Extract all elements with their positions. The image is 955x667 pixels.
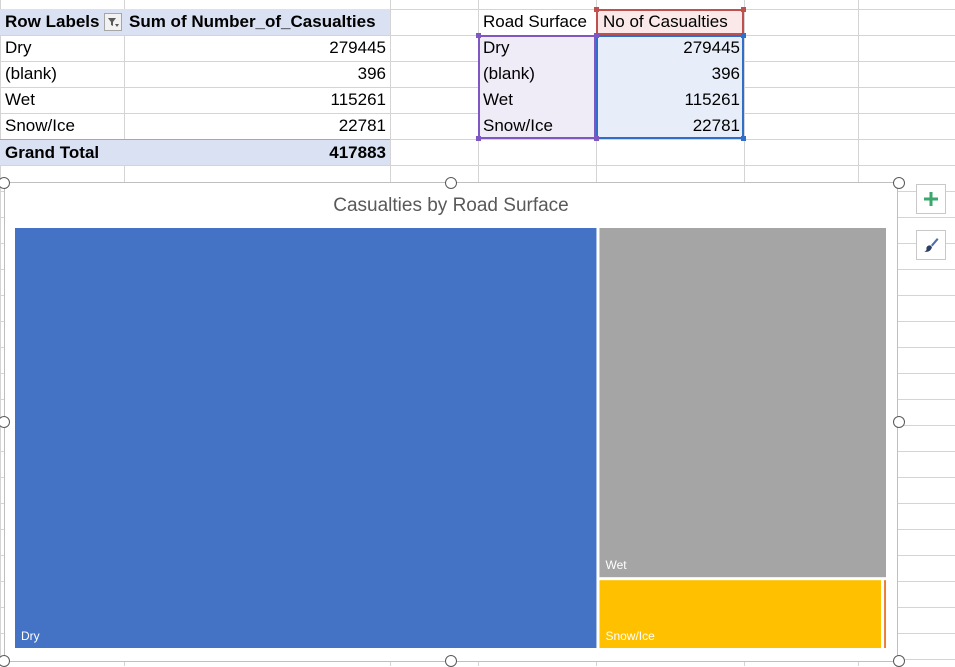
pivot-header-sum[interactable]: Sum of Number_of_Casualties bbox=[124, 9, 390, 35]
pivot-row-value[interactable]: 115261 bbox=[330, 90, 386, 109]
range-handle[interactable] bbox=[741, 33, 746, 38]
pivot-header-row-labels[interactable]: Row Labels bbox=[0, 9, 124, 35]
treemap-tile-snow-ice[interactable] bbox=[599, 580, 882, 648]
filter-dropdown-icon[interactable] bbox=[104, 13, 122, 31]
resize-handle[interactable] bbox=[0, 416, 10, 428]
treemap-label-snow-ice: Snow/Ice bbox=[605, 629, 655, 643]
source-row-label[interactable]: Wet bbox=[483, 90, 513, 109]
treemap-label-wet: Wet bbox=[605, 558, 627, 572]
range-handle[interactable] bbox=[476, 33, 481, 38]
treemap-chart[interactable]: Casualties by Road Surface Dry Wet Snow/Ic… bbox=[4, 182, 898, 662]
resize-handle[interactable] bbox=[445, 655, 457, 667]
source-row-label[interactable]: (blank) bbox=[483, 64, 535, 83]
treemap-plot-area[interactable]: Dry Wet Snow/Ice bbox=[5, 183, 899, 663]
treemap-label-dry: Dry bbox=[21, 629, 40, 643]
pivot-row-label[interactable]: Wet bbox=[5, 90, 35, 109]
resize-handle[interactable] bbox=[893, 177, 905, 189]
pivot-header-row-labels-text: Row Labels bbox=[5, 12, 100, 31]
source-row-label[interactable]: Snow/Ice bbox=[483, 116, 553, 135]
resize-handle[interactable] bbox=[0, 177, 10, 189]
range-handle[interactable] bbox=[594, 33, 599, 38]
range-highlight-labels bbox=[478, 35, 596, 139]
resize-handle[interactable] bbox=[893, 416, 905, 428]
pivot-row-value[interactable]: 279445 bbox=[329, 38, 386, 57]
pivot-row-value[interactable]: 396 bbox=[357, 64, 386, 83]
treemap-tile-blank[interactable] bbox=[884, 580, 886, 648]
range-handle[interactable] bbox=[594, 136, 599, 141]
paintbrush-icon bbox=[924, 238, 939, 252]
pivot-row-value[interactable]: 22781 bbox=[338, 116, 386, 135]
resize-handle[interactable] bbox=[893, 655, 905, 667]
source-row-value[interactable]: 279445 bbox=[683, 38, 740, 57]
range-handle[interactable] bbox=[741, 7, 746, 12]
treemap-tile-wet[interactable] bbox=[599, 228, 886, 578]
range-handle[interactable] bbox=[476, 136, 481, 141]
resize-handle[interactable] bbox=[445, 177, 457, 189]
pivot-row-label[interactable]: (blank) bbox=[5, 64, 57, 83]
plus-icon bbox=[924, 192, 938, 206]
range-handle[interactable] bbox=[741, 136, 746, 141]
chart-elements-button[interactable] bbox=[916, 184, 946, 214]
pivot-grand-total-value[interactable]: 417883 bbox=[124, 139, 390, 165]
treemap-tile-dry[interactable] bbox=[15, 228, 597, 648]
chart-styles-button[interactable] bbox=[916, 230, 946, 260]
range-highlight-values bbox=[596, 35, 744, 139]
source-row-label[interactable]: Dry bbox=[483, 38, 510, 57]
source-row-value[interactable]: 396 bbox=[711, 64, 740, 83]
pivot-row-label[interactable]: Snow/Ice bbox=[5, 116, 75, 135]
range-handle[interactable] bbox=[594, 7, 599, 12]
source-row-value[interactable]: 115261 bbox=[684, 90, 740, 109]
source-row-value[interactable]: 22781 bbox=[692, 116, 740, 135]
chart-title[interactable]: Casualties by Road Surface bbox=[333, 195, 569, 216]
pivot-row-label[interactable]: Dry bbox=[5, 38, 32, 57]
source-header-no-of-casualties[interactable]: No of Casualties bbox=[596, 9, 744, 35]
source-header-road-surface[interactable]: Road Surface bbox=[483, 12, 587, 31]
pivot-grand-total-label[interactable]: Grand Total bbox=[0, 139, 124, 165]
